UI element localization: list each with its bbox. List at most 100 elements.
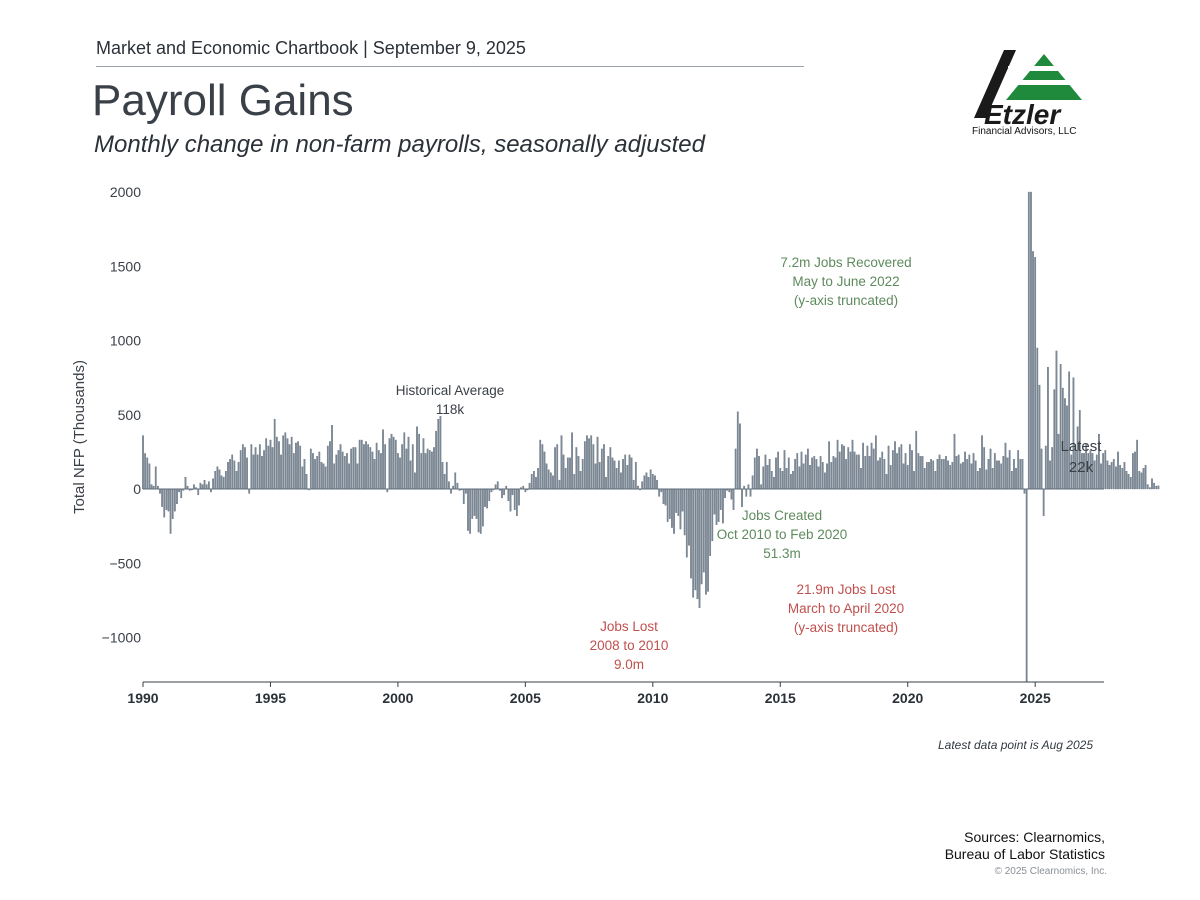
y-tick-label: 500 bbox=[118, 407, 142, 423]
nfp-bar bbox=[299, 445, 302, 490]
nfp-bar bbox=[193, 484, 195, 490]
nfp-bar bbox=[760, 484, 763, 490]
nfp-bar bbox=[596, 436, 599, 490]
nfp-bar bbox=[824, 472, 826, 490]
nfp-bar bbox=[764, 454, 767, 490]
nfp-bar bbox=[845, 459, 847, 490]
nfp-bar bbox=[942, 459, 945, 490]
sources-line-2: Bureau of Labor Statistics bbox=[944, 846, 1105, 862]
nfp-bar bbox=[456, 482, 459, 490]
nfp-bar bbox=[1047, 367, 1049, 490]
nfp-bar bbox=[588, 438, 590, 490]
x-tick-label: 2025 bbox=[1020, 690, 1051, 706]
nfp-bar bbox=[394, 439, 397, 490]
nfp-bar bbox=[736, 411, 739, 490]
nfp-bar bbox=[407, 436, 410, 490]
nfp-bar bbox=[972, 453, 975, 490]
nfp-bar bbox=[518, 488, 520, 506]
nfp-bar bbox=[579, 471, 582, 490]
nfp-bar bbox=[838, 451, 841, 490]
nfp-bar bbox=[365, 441, 367, 490]
nfp-bar bbox=[148, 463, 151, 490]
nfp-bar bbox=[224, 471, 227, 490]
nfp-bar bbox=[981, 435, 983, 490]
nfp-bar bbox=[528, 482, 531, 490]
nfp-bar bbox=[826, 463, 828, 490]
nfp-bar bbox=[320, 462, 323, 490]
nfp-bar bbox=[1027, 191, 1030, 490]
annotation-recovered: May to June 2022 bbox=[792, 274, 899, 289]
nfp-bar bbox=[762, 466, 765, 490]
nfp-bar bbox=[422, 438, 425, 490]
nfp-bar bbox=[541, 444, 544, 490]
nfp-bar bbox=[1059, 364, 1062, 490]
nfp-bar bbox=[658, 488, 661, 497]
nfp-bar bbox=[802, 463, 805, 490]
nfp-bar bbox=[1006, 457, 1009, 490]
nfp-bar bbox=[766, 465, 769, 490]
nfp-bar bbox=[469, 488, 472, 534]
nfp-bar bbox=[331, 424, 333, 490]
nfp-bar bbox=[894, 441, 896, 490]
nfp-bar bbox=[832, 456, 835, 490]
nfp-bar bbox=[486, 488, 488, 509]
nfp-bar bbox=[530, 473, 533, 490]
nfp-bar bbox=[481, 488, 484, 527]
nfp-bar bbox=[316, 456, 319, 490]
nfp-bar bbox=[998, 460, 1000, 490]
nfp-bar bbox=[836, 439, 839, 490]
nfp-bar bbox=[180, 488, 183, 499]
nfp-bar bbox=[756, 448, 758, 490]
nfp-bar bbox=[698, 488, 701, 608]
nfp-bar bbox=[930, 459, 932, 490]
nfp-bar bbox=[549, 472, 552, 490]
nfp-bar bbox=[471, 488, 474, 519]
nfp-bar bbox=[1106, 460, 1109, 490]
nfp-bar bbox=[913, 471, 915, 490]
nfp-bar bbox=[473, 488, 476, 516]
nfp-bar bbox=[866, 445, 869, 490]
nfp-bar bbox=[1049, 460, 1051, 490]
nfp-bar bbox=[624, 454, 627, 490]
nfp-bar bbox=[583, 441, 586, 490]
nfp-bar bbox=[275, 436, 278, 490]
nfp-bar bbox=[312, 453, 314, 490]
nfp-bar bbox=[201, 484, 204, 490]
nfp-bar bbox=[437, 419, 440, 490]
nfp-bar bbox=[857, 454, 860, 490]
nfp-bar bbox=[896, 453, 898, 490]
nfp-bar bbox=[388, 438, 391, 490]
nfp-bar bbox=[615, 468, 618, 490]
nfp-bar bbox=[713, 488, 716, 515]
nfp-bar bbox=[241, 444, 244, 490]
nfp-bar bbox=[462, 488, 465, 505]
nfp-bar bbox=[1008, 450, 1011, 490]
nfp-bar bbox=[1157, 485, 1160, 490]
nfp-bar bbox=[900, 444, 903, 490]
nfp-bar bbox=[745, 488, 748, 497]
nfp-bar bbox=[673, 488, 675, 534]
nfp-bar bbox=[987, 459, 990, 490]
nfp-bar bbox=[690, 488, 692, 579]
nfp-bar bbox=[1149, 487, 1151, 490]
nfp-bar bbox=[675, 488, 678, 513]
nfp-bar bbox=[932, 460, 935, 490]
nfp-bar bbox=[547, 469, 550, 490]
nfp-bar bbox=[647, 476, 650, 490]
nfp-bar bbox=[256, 454, 259, 490]
nfp-bar bbox=[142, 435, 144, 490]
nfp-bar bbox=[1057, 433, 1060, 490]
nfp-bar bbox=[904, 453, 907, 490]
nfp-bar bbox=[239, 450, 242, 490]
nfp-bar bbox=[949, 465, 952, 490]
nfp-bar bbox=[957, 454, 960, 490]
nfp-bar bbox=[991, 468, 994, 490]
nfp-bar bbox=[494, 484, 497, 490]
nfp-bar bbox=[964, 451, 966, 490]
x-tick-label: 2005 bbox=[510, 690, 541, 706]
nfp-bar bbox=[1136, 439, 1139, 490]
nfp-bar bbox=[562, 454, 565, 490]
nfp-bar bbox=[953, 433, 956, 490]
nfp-bar bbox=[212, 478, 214, 490]
nfp-bar bbox=[643, 475, 646, 490]
